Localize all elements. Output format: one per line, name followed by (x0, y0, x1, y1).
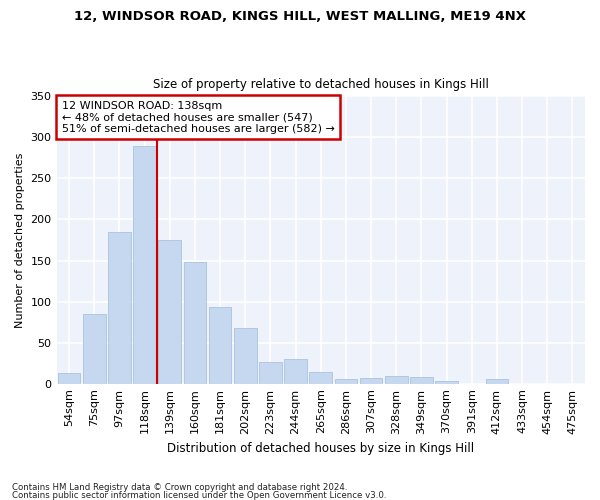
Bar (435, 381, 458, 384)
Text: 12 WINDSOR ROAD: 138sqm
← 48% of detached houses are smaller (547)
51% of semi-d: 12 WINDSOR ROAD: 138sqm ← 48% of detache… (62, 100, 335, 134)
Bar (234, 328, 257, 384)
Bar (209, 308, 232, 384)
Bar (133, 146, 156, 384)
Bar (410, 377, 433, 384)
Title: Size of property relative to detached houses in Kings Hill: Size of property relative to detached ho… (153, 78, 489, 91)
Text: 12, WINDSOR ROAD, KINGS HILL, WEST MALLING, ME19 4NX: 12, WINDSOR ROAD, KINGS HILL, WEST MALLI… (74, 10, 526, 23)
Bar (58, 373, 80, 384)
Bar (158, 240, 181, 384)
Bar (108, 232, 131, 384)
Bar (385, 376, 407, 384)
Bar (83, 314, 106, 384)
Text: Contains HM Land Registry data © Crown copyright and database right 2024.: Contains HM Land Registry data © Crown c… (12, 484, 347, 492)
Bar (310, 372, 332, 384)
Bar (259, 362, 282, 384)
Bar (335, 379, 357, 384)
Text: Contains public sector information licensed under the Open Government Licence v3: Contains public sector information licen… (12, 490, 386, 500)
Bar (360, 378, 382, 384)
X-axis label: Distribution of detached houses by size in Kings Hill: Distribution of detached houses by size … (167, 442, 475, 455)
Bar (485, 379, 508, 384)
Bar (284, 359, 307, 384)
Y-axis label: Number of detached properties: Number of detached properties (15, 152, 25, 328)
Bar (184, 262, 206, 384)
